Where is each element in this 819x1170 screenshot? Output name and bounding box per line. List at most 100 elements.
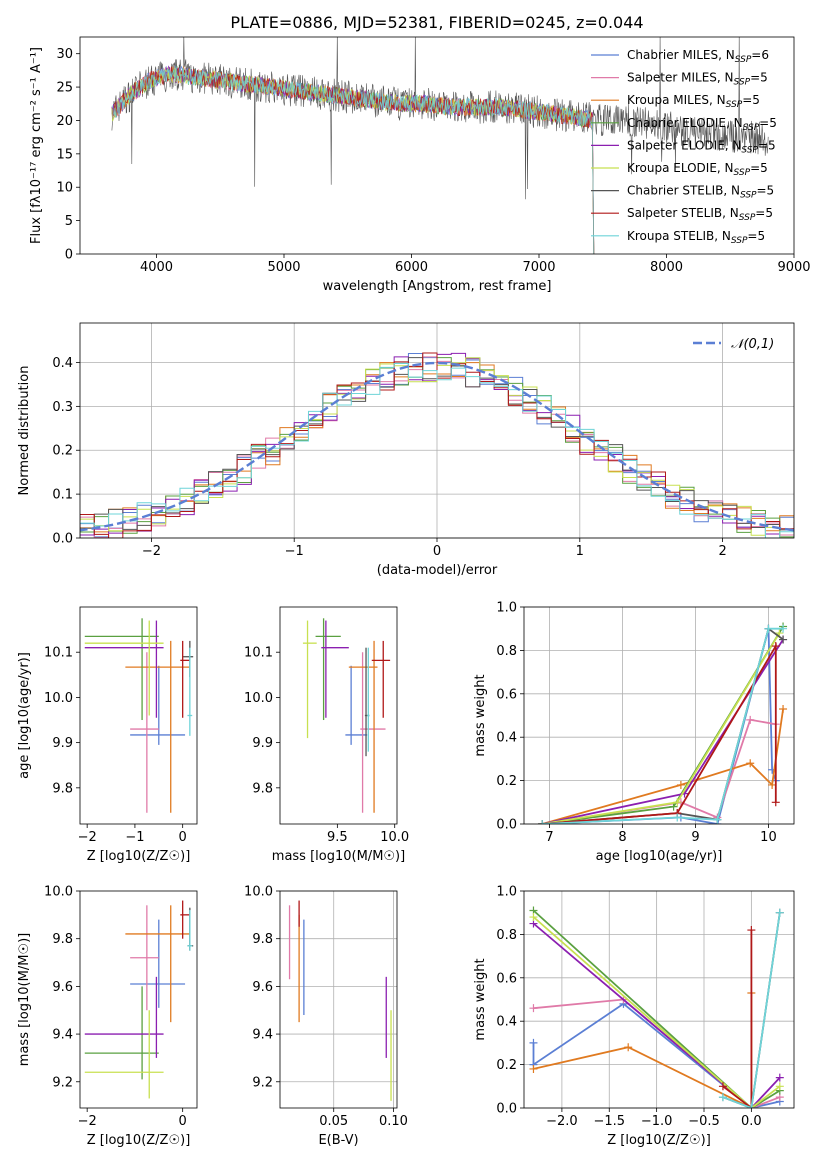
y-axis-label: Normed distribution	[17, 366, 32, 496]
series-line-salpeter-stelib	[542, 642, 777, 824]
legend-label-main: Salpeter STELIB, N	[627, 206, 739, 220]
data-point-marker	[676, 780, 685, 789]
x-tick-label: 2	[718, 544, 726, 559]
y-tick-label: 1.0	[496, 885, 517, 900]
panel-massweight_vs_Z: −2.0 −1.5 −1.0 −0.5 0.0 0.0 0.2 0.4 0.6 0.8 1.0 Z […	[473, 885, 795, 1148]
y-tick-label: 0	[65, 248, 73, 263]
legend-label-suffix: =5	[750, 71, 768, 85]
legend-label-suffix: =5	[750, 161, 768, 175]
legend-label-suffix: =5	[742, 93, 760, 107]
data-point-marker	[718, 1082, 727, 1091]
y-tick-label: 9.9	[52, 736, 73, 751]
legend-label-sub: SSP	[741, 145, 758, 155]
legend-label-main: Kroupa MILES, N	[627, 93, 726, 107]
legend-label-main: Salpeter ELODIE, N	[627, 138, 741, 152]
y-tick-label: 0.2	[496, 1058, 517, 1073]
y-tick-label: 9.8	[252, 932, 273, 947]
data-point-marker	[779, 704, 788, 713]
data-point-marker	[669, 802, 678, 811]
data-point-marker	[529, 913, 538, 922]
y-tick-label: 9.2	[52, 1075, 73, 1090]
axes-frame	[79, 36, 795, 255]
data-point-marker	[779, 635, 788, 644]
legend-label-sub: SSP	[726, 100, 743, 110]
data-point-marker	[746, 759, 755, 768]
histogram-kroupa-stelib	[80, 363, 794, 538]
data-point-marker	[775, 908, 784, 917]
series-line-salpeter-elodie	[532, 922, 781, 1108]
x-tick-label: 1	[576, 544, 584, 559]
y-tick-label: 0.4	[496, 731, 517, 746]
data-point-marker	[771, 798, 780, 807]
data-point-marker	[768, 780, 777, 789]
y-tick-label: 0.4	[496, 1015, 517, 1030]
series-line-kroupa-elodie	[532, 916, 781, 1108]
data-point-marker	[764, 624, 773, 633]
legend-label-sub: SSP	[740, 191, 757, 201]
y-tick-label: 9.8	[252, 781, 273, 796]
plot-area	[538, 622, 788, 824]
y-tick-label: 9.9	[252, 736, 273, 751]
x-tick-label: 0	[179, 830, 187, 845]
y-tick-label: 10.0	[44, 691, 73, 706]
y-tick-label: 20	[56, 114, 73, 129]
series-line-chabrier-miles	[542, 628, 777, 824]
data-point-marker	[529, 1064, 538, 1073]
x-tick-label: 9.5	[327, 830, 348, 845]
y-tick-label: 5	[65, 214, 73, 229]
y-tick-label: 10.1	[44, 646, 73, 661]
y-tick-label: 10	[56, 181, 73, 196]
spectrum-line-salpeter-stelib	[111, 66, 595, 254]
y-tick-label: 0.8	[496, 644, 517, 659]
legend-label: Kroupa ELODIE, NSSP=5	[627, 161, 768, 178]
legend-label-sub: SSP	[731, 236, 748, 246]
y-tick-label: 0.4	[52, 356, 73, 371]
y-tick-label: 9.8	[52, 781, 73, 796]
legend-label: Salpeter MILES, NSSP=5	[627, 71, 768, 88]
x-axis-label: Z [log10(Z/Z☉)]	[87, 1133, 191, 1148]
x-tick-label: 8000	[650, 260, 683, 275]
data-point-marker	[747, 1104, 756, 1108]
x-tick-label: −1.5	[593, 1114, 625, 1129]
y-tick-label: 9.6	[52, 980, 73, 995]
y-tick-label: 0.0	[496, 1102, 517, 1117]
x-tick-label: −2	[78, 830, 97, 845]
x-tick-label: 10.0	[380, 830, 409, 845]
legend-label-sub: SSP	[734, 168, 751, 178]
legend-label: Chabrier MILES, NSSP=6	[627, 48, 769, 65]
y-axis-label: Flux [fλ10⁻¹⁷ erg cm⁻² s⁻¹ A⁻¹]	[29, 47, 44, 244]
panel-mass_vs_Z: −2 0 9.2 9.4 9.6 9.8 10.0 Z [log10(Z/Z☉)] mass […	[17, 885, 198, 1148]
data-point-marker	[779, 624, 788, 633]
x-tick-label: 0.10	[379, 1114, 408, 1129]
legend-label: Kroupa MILES, NSSP=5	[627, 93, 760, 110]
histogram-salpeter-stelib	[80, 352, 794, 538]
legend-label-main: Chabrier MILES, N	[627, 48, 735, 62]
axes-frame	[279, 606, 398, 825]
x-tick-label: 6000	[395, 260, 428, 275]
y-axis-label: mass weight	[473, 958, 488, 1040]
panel-mass_vs_EBV: 0.05 0.10 9.2 9.4 9.6 9.8 10.0 E(B-V)	[244, 885, 408, 1149]
series-line-chabrier-elodie	[532, 909, 781, 1108]
legend-label: Chabrier ELODIE, NSSP=5	[627, 116, 777, 133]
legend-label-main: Chabrier STELIB, N	[627, 184, 740, 198]
y-tick-label: 1.0	[496, 601, 517, 616]
x-tick-label: −2.0	[546, 1114, 578, 1129]
y-axis-label: mass weight	[473, 674, 488, 756]
axes-frame	[79, 322, 795, 539]
legend-label: Kroupa STELIB, NSSP=5	[627, 229, 765, 246]
x-tick-label: −1.0	[641, 1114, 673, 1129]
x-axis-label: wavelength [Angstrom, rest frame]	[323, 279, 552, 294]
legend-label-sub: SSP	[735, 55, 752, 65]
legend-label-suffix: =5	[759, 116, 777, 130]
panel-residuals: −2 −1 0 1 2 0.0 0.1 0.2 0.3 0.4 (data-model)/error…	[17, 322, 795, 578]
panel-age_vs_Z: −2 −1 0 9.8 9.9 10.0 10.1 Z [log10(Z/Z☉)] age [l…	[17, 606, 198, 864]
data-point-marker	[747, 926, 756, 935]
x-axis-label: Z [log10(Z/Z☉)]	[607, 1133, 711, 1148]
x-tick-label: −2	[78, 1114, 97, 1129]
x-tick-label: −2	[142, 544, 161, 559]
data-point-marker	[775, 1082, 784, 1091]
y-tick-label: 0.3	[52, 400, 73, 415]
plot-area	[111, 37, 769, 254]
y-axis-label: mass [log10(M/M☉)]	[17, 933, 32, 1066]
